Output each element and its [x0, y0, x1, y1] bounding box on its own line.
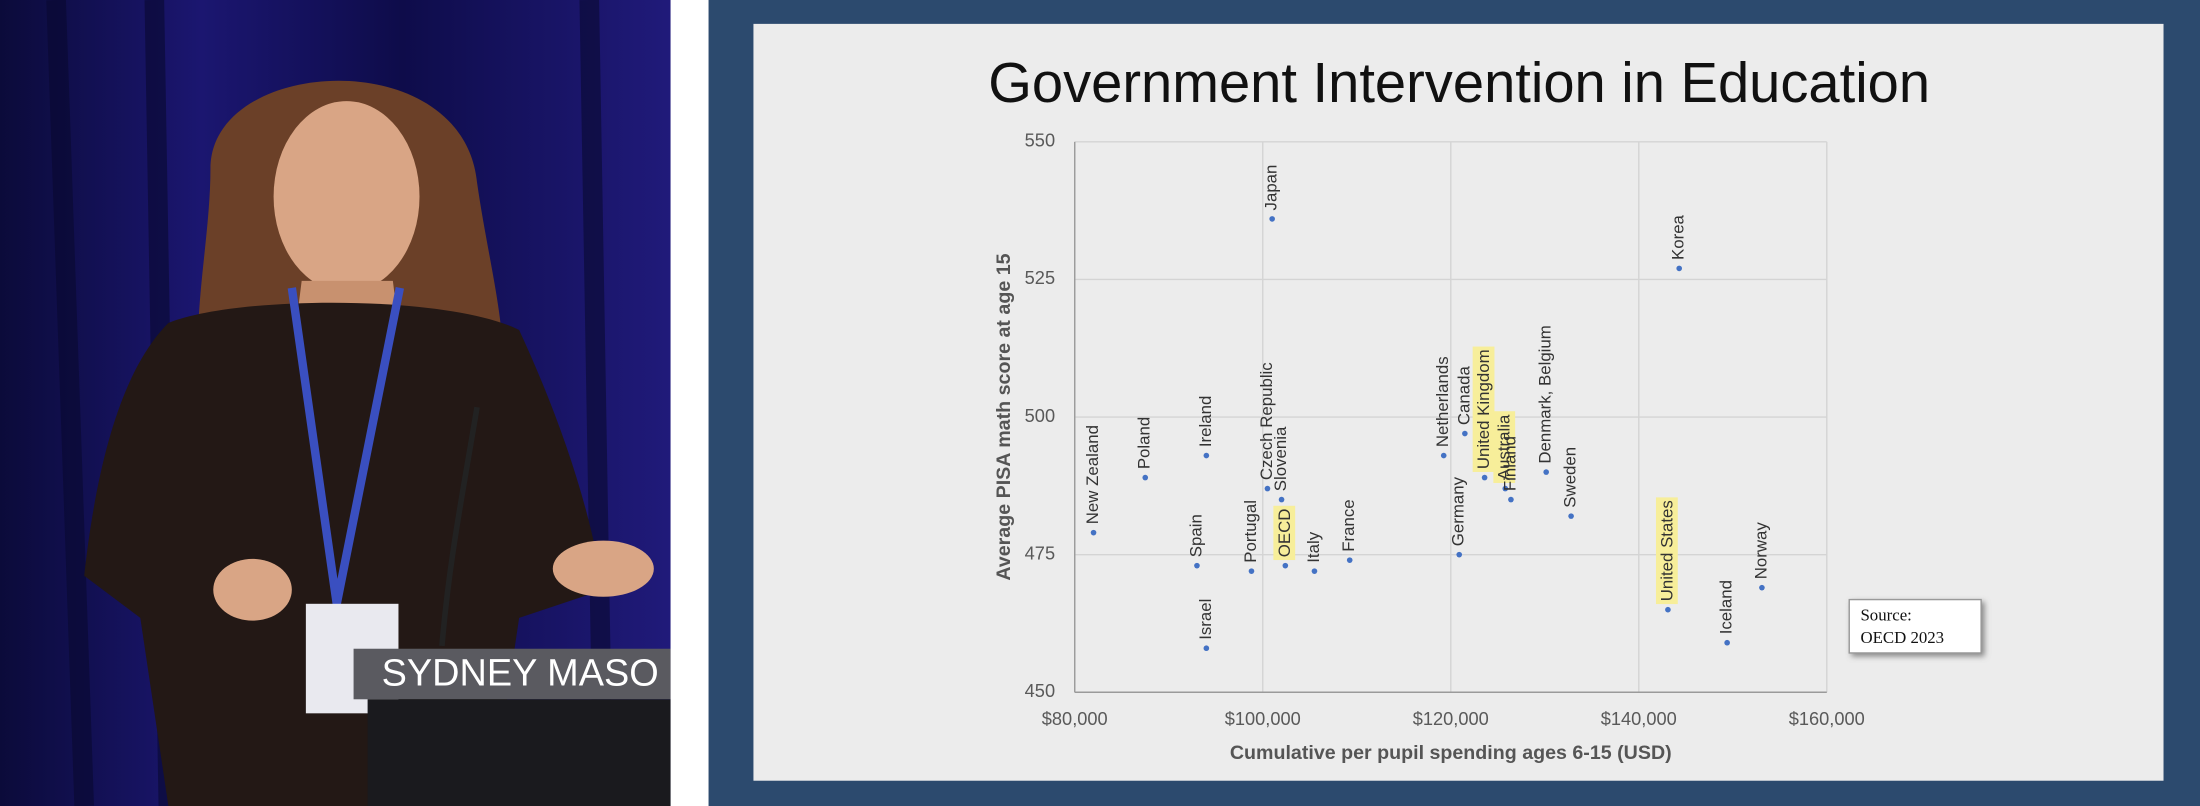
data-point: [1568, 513, 1574, 519]
speaker-photo: SYDNEY MASO: [0, 0, 671, 806]
point-label: New Zealand: [1083, 425, 1102, 524]
point-label: France: [1339, 499, 1358, 551]
point-label: United States: [1657, 500, 1676, 601]
x-tick-label: $120,000: [1413, 708, 1489, 729]
point-label: Poland: [1135, 417, 1154, 469]
data-point: [1759, 584, 1765, 591]
data-point: [1278, 496, 1285, 503]
microphone: [439, 406, 480, 647]
y-tick-label: 525: [1025, 267, 1055, 288]
label-highlight: [1472, 346, 1495, 472]
data-point: [1502, 485, 1509, 492]
point-label: Korea: [1669, 214, 1688, 260]
hand: [213, 558, 292, 621]
point-label: OECD: [1275, 509, 1294, 558]
label-highlight: [1493, 411, 1516, 483]
x-tick-label: $80,000: [1042, 708, 1108, 729]
data-point: [1440, 452, 1447, 459]
source-note: Source:: [1860, 605, 1911, 624]
point-label: Italy: [1304, 531, 1323, 562]
label-highlight: [1273, 505, 1296, 561]
point-label: Slovenia: [1271, 426, 1290, 491]
data-point: [1676, 265, 1683, 272]
data-point: [1142, 474, 1149, 481]
data-point: [1203, 645, 1210, 652]
divider: [670, 0, 709, 806]
data-point: [1724, 639, 1730, 646]
point-label: Australia: [1495, 414, 1514, 480]
point-label: Finland: [1500, 436, 1519, 491]
slide: [753, 23, 2164, 781]
point-label: Netherlands: [1433, 356, 1452, 447]
data-point: [1269, 216, 1275, 222]
y-tick-label: 550: [1025, 130, 1055, 151]
point-label: Ireland: [1196, 396, 1215, 447]
point-label: Norway: [1751, 522, 1770, 580]
plot-area: 450 475 500 525 550 $80,000 $100,000 $120,000 $1…: [1025, 130, 1865, 730]
data-point: [1543, 469, 1549, 475]
x-axis-label: Cumulative per pupil spending ages 6-15 …: [1230, 742, 1672, 764]
data-point: [1346, 557, 1353, 563]
data-point: [1462, 430, 1468, 437]
podium: [367, 699, 671, 806]
data-point: [1508, 496, 1514, 503]
point-label: Israel: [1196, 599, 1215, 640]
point-label: Canada: [1454, 366, 1473, 426]
data-point: [1264, 485, 1271, 492]
y-tick-label: 450: [1025, 680, 1055, 701]
source-box: [1848, 598, 1982, 654]
x-tick-label: $100,000: [1225, 708, 1301, 729]
point-label: Portugal: [1241, 500, 1260, 563]
point-label: Sweden: [1561, 447, 1580, 508]
data-point: [1248, 568, 1255, 574]
x-tick-label: $140,000: [1601, 708, 1677, 729]
source-note: OECD 2023: [1860, 628, 1944, 647]
label-highlight: [1655, 497, 1678, 605]
point-label: Germany: [1449, 476, 1468, 546]
data-point: [1282, 562, 1289, 569]
data-point: [1665, 606, 1671, 613]
chart-title: Government Intervention in Education: [988, 51, 1930, 114]
podium-text: SYDNEY MASO: [382, 652, 659, 694]
point-label: Denmark, Belgium: [1536, 325, 1555, 463]
point-label: Iceland: [1717, 580, 1736, 634]
data-point: [1481, 474, 1488, 481]
point-label: Japan: [1262, 165, 1281, 211]
data-point: [1311, 568, 1318, 574]
data-point: [1090, 529, 1097, 536]
data-point: [1203, 452, 1210, 459]
y-axis-label: Average PISA math score at age 15: [993, 253, 1015, 580]
podium-sign: [353, 648, 671, 700]
point-label: United Kingdom: [1474, 349, 1493, 469]
x-tick-label: $160,000: [1789, 708, 1865, 729]
point-label: Czech Republic: [1257, 362, 1276, 480]
y-tick-label: 475: [1025, 542, 1055, 563]
data-point: [1456, 551, 1463, 558]
y-tick-label: 500: [1025, 405, 1055, 426]
hand: [552, 540, 654, 597]
point-label: Spain: [1186, 514, 1205, 557]
data-point: [1194, 562, 1200, 569]
face: [273, 101, 420, 293]
